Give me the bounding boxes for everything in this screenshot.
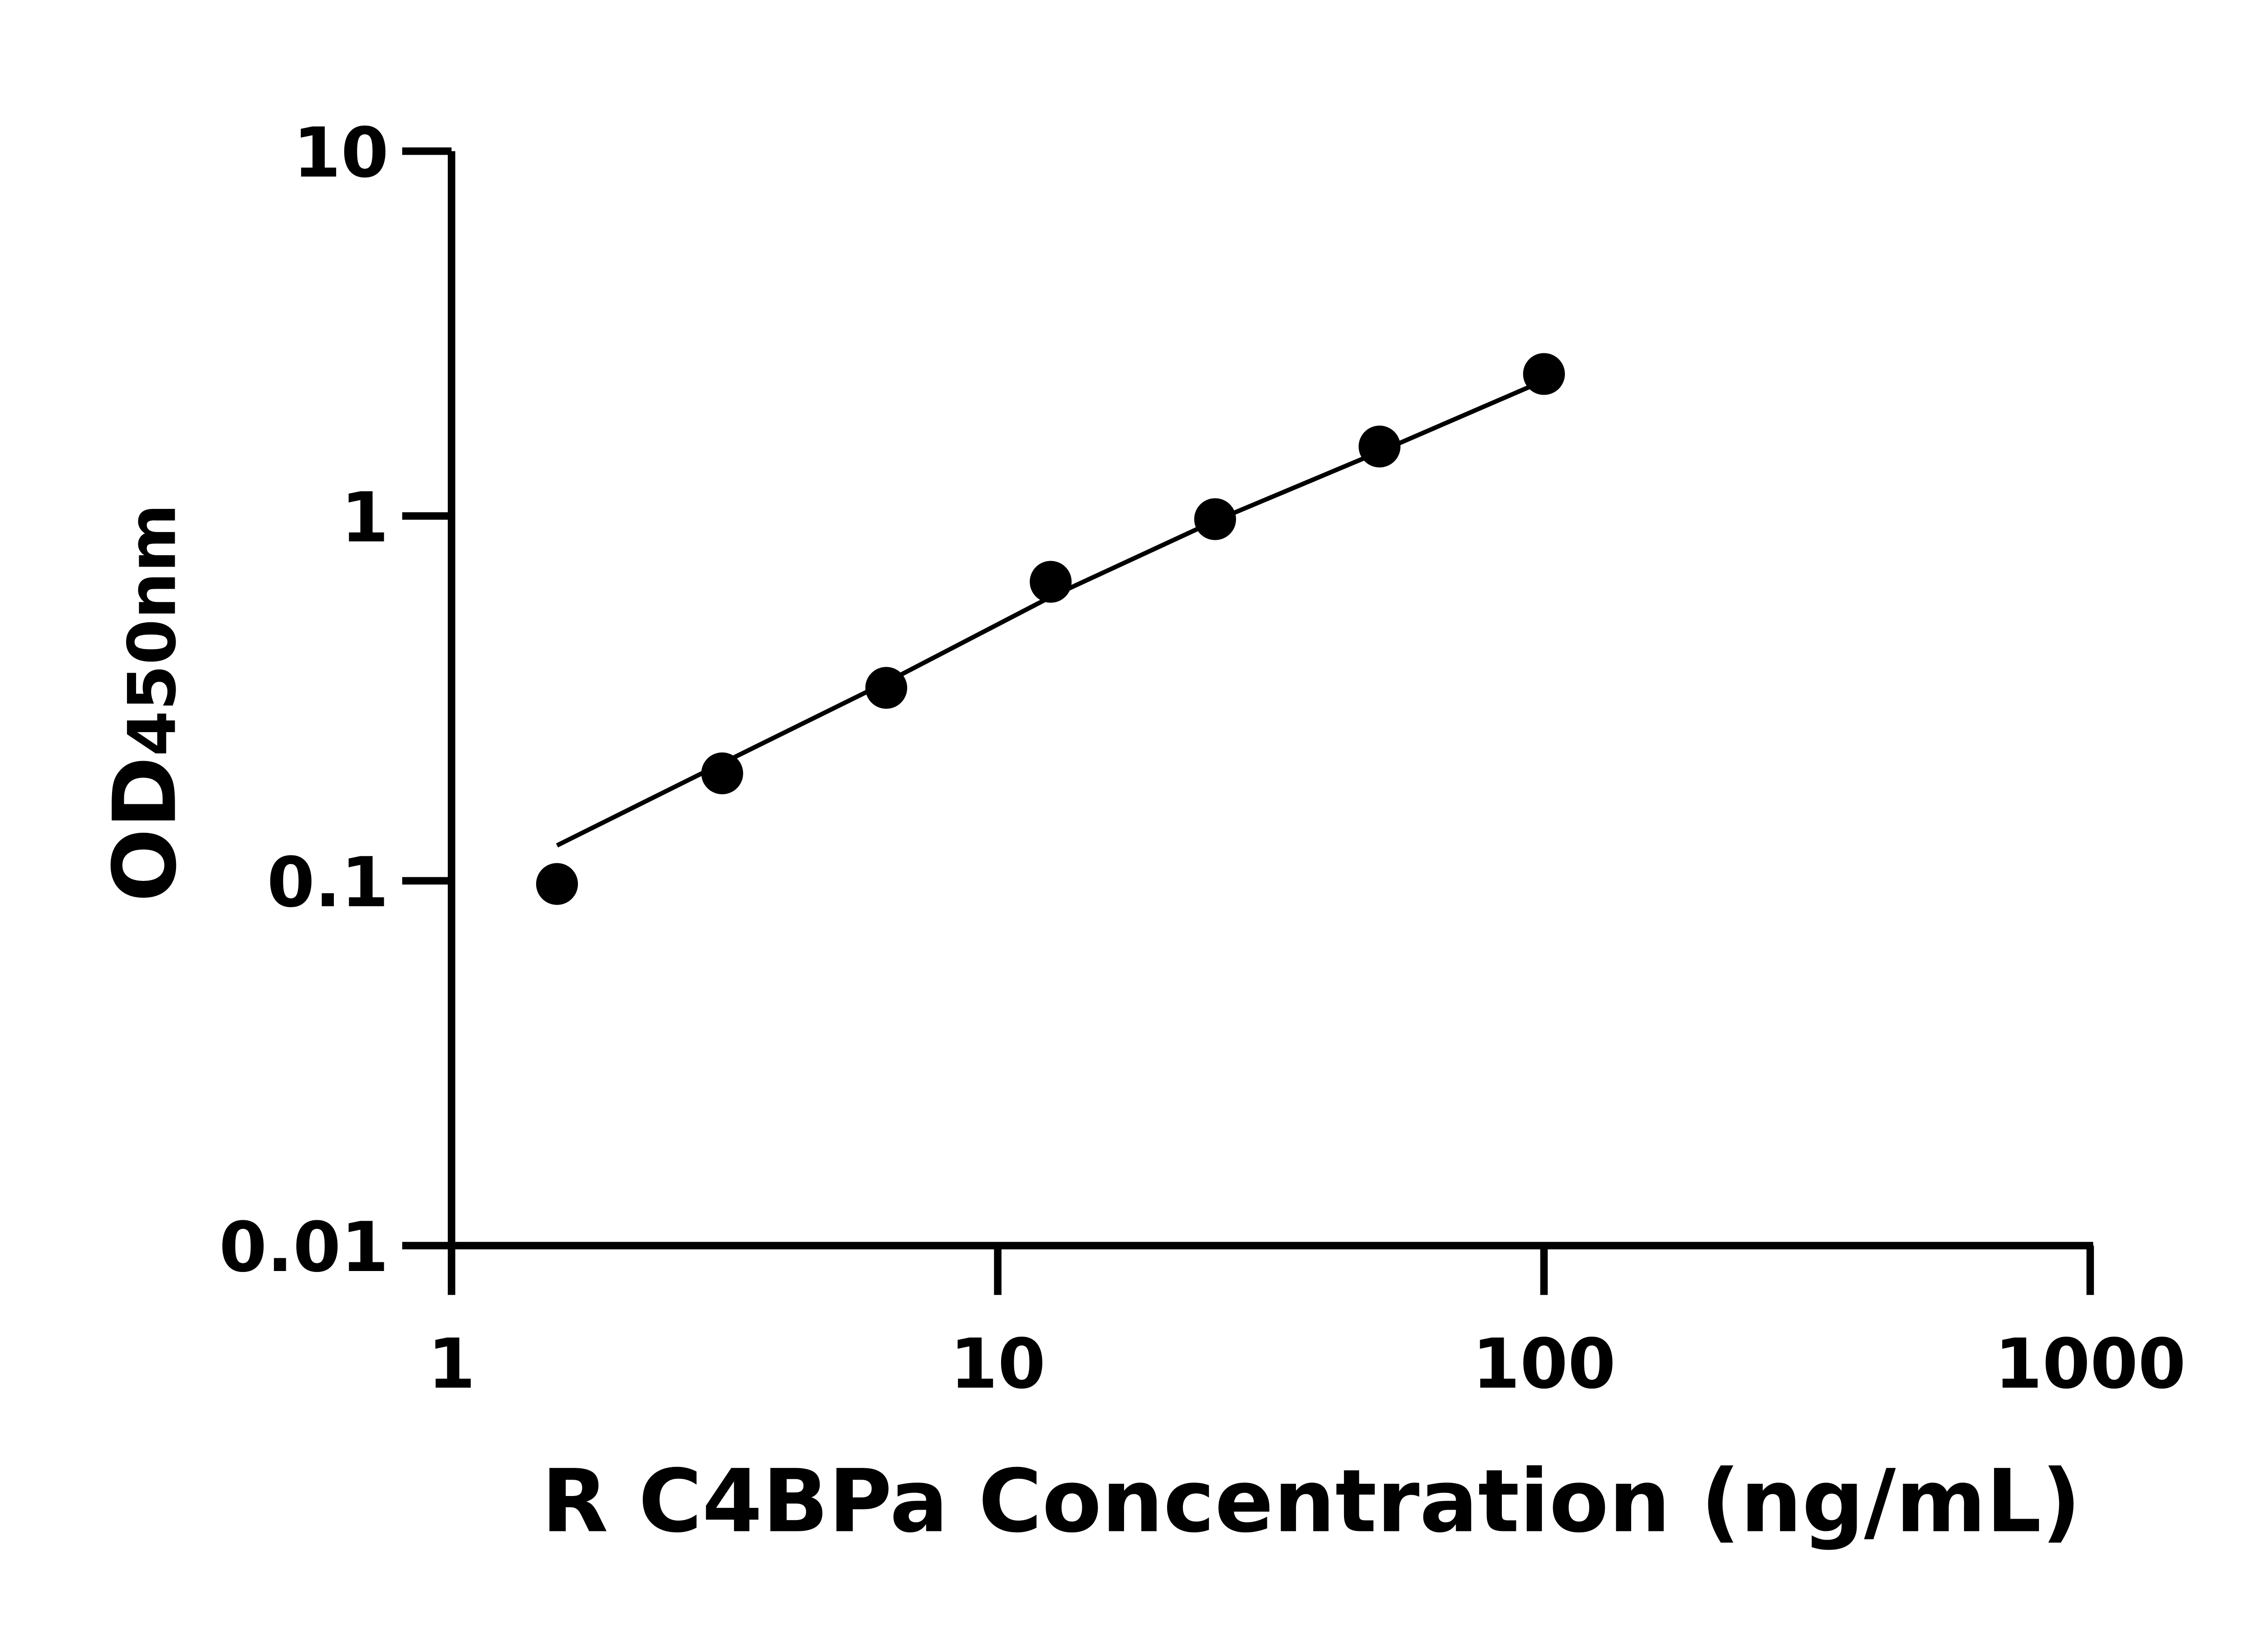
y-axis-label-sub: 450nm — [114, 504, 191, 756]
x-tick-label: 10 — [950, 1324, 1046, 1404]
data-point — [1030, 561, 1072, 603]
axes — [448, 151, 2093, 1250]
x-tick-label: 1 — [428, 1324, 475, 1404]
x-axis-label: R C4BPa Concentration (ng/mL) — [542, 1452, 2081, 1552]
data-point — [536, 863, 578, 905]
y-tick-label: 1 — [341, 478, 389, 558]
data-point — [865, 667, 907, 709]
data-point — [701, 752, 743, 795]
y-tick-label: 0.01 — [219, 1207, 389, 1287]
x-tick-label: 100 — [1472, 1324, 1616, 1404]
y-tick-label: 10 — [293, 112, 389, 193]
y-tick-label: 0.1 — [267, 842, 389, 923]
y-axis-label: OD450nm — [95, 504, 196, 902]
data-point — [1523, 353, 1565, 395]
ticks: 1 10 100 1000 0.01 0.1 1 10 — [219, 112, 2186, 1404]
x-tick-label: 1000 — [1994, 1324, 2186, 1404]
data-point — [1194, 498, 1236, 540]
y-axis-label-main: OD — [95, 756, 196, 902]
data-point — [1359, 425, 1401, 468]
data-points — [536, 353, 1565, 905]
